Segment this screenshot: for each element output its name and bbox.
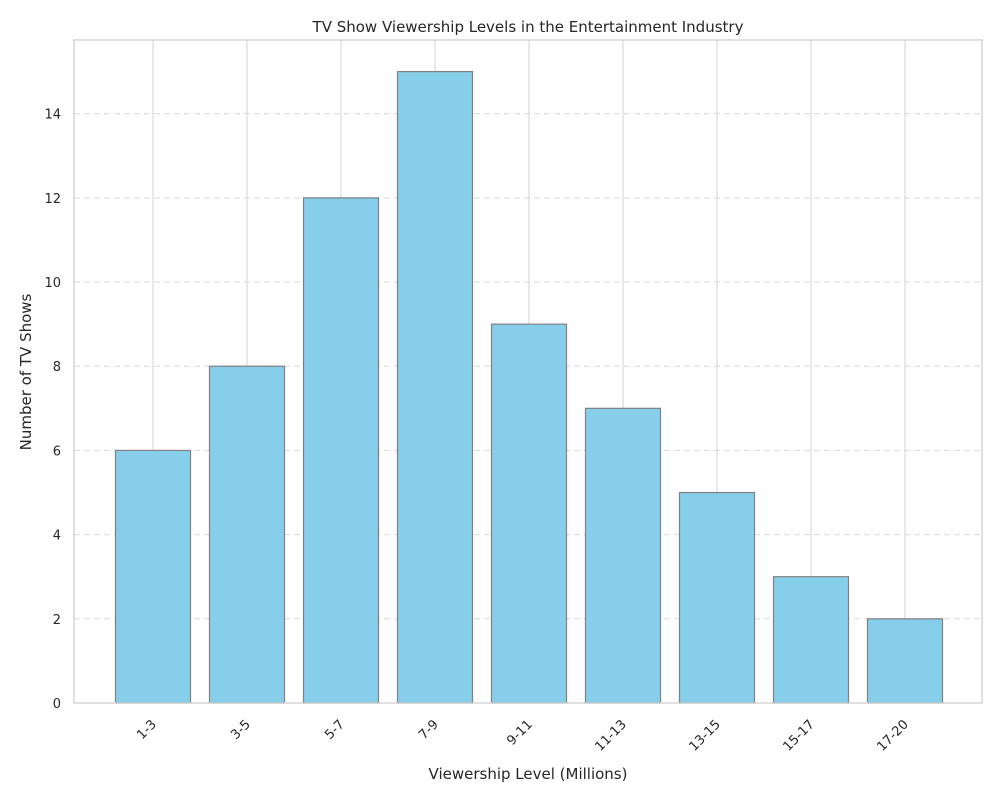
bar [866, 618, 944, 704]
y-tick-label: 10 [44, 276, 61, 291]
x-axis-label: Viewership Level (Millions) [429, 765, 628, 783]
y-tick-label: 12 [44, 192, 61, 207]
x-tick-label: 13-15 [687, 717, 724, 754]
y-tick-labels: 0 2 4 6 8 10 12 14 [44, 108, 61, 712]
x-tick-label: 5-7 [322, 717, 348, 743]
x-tick-label: 7-9 [416, 717, 442, 743]
y-axis-label: Number of TV Shows [17, 293, 35, 450]
bar-layer [114, 70, 944, 704]
y-tick-label: 14 [44, 108, 61, 123]
x-tick-label: 17-20 [875, 717, 912, 754]
bar [114, 449, 192, 704]
x-tick-label: 3-5 [228, 717, 254, 743]
bar [772, 576, 850, 704]
plot-frame [73, 39, 983, 704]
bar [208, 365, 286, 704]
bar [302, 197, 380, 704]
y-tick-label: 8 [53, 360, 61, 375]
y-tick-label: 2 [53, 613, 61, 628]
y-tick-label: 4 [53, 529, 61, 544]
y-tick-label: 6 [53, 444, 61, 459]
x-tick-label: 9-11 [504, 717, 535, 748]
x-tick-label: 1-3 [134, 717, 160, 743]
bar [490, 323, 568, 704]
x-tick-label: 11-13 [593, 717, 630, 754]
bar [396, 70, 474, 704]
bar [678, 491, 756, 704]
bar [584, 407, 662, 704]
x-tick-label: 15-17 [781, 717, 818, 754]
y-tick-label: 0 [53, 697, 61, 712]
chart-title: TV Show Viewership Levels in the Enterta… [312, 18, 744, 36]
x-tick-labels: 1-3 3-5 5-7 7-9 9-11 11-13 13-15 15-17 17-20 [134, 717, 912, 754]
